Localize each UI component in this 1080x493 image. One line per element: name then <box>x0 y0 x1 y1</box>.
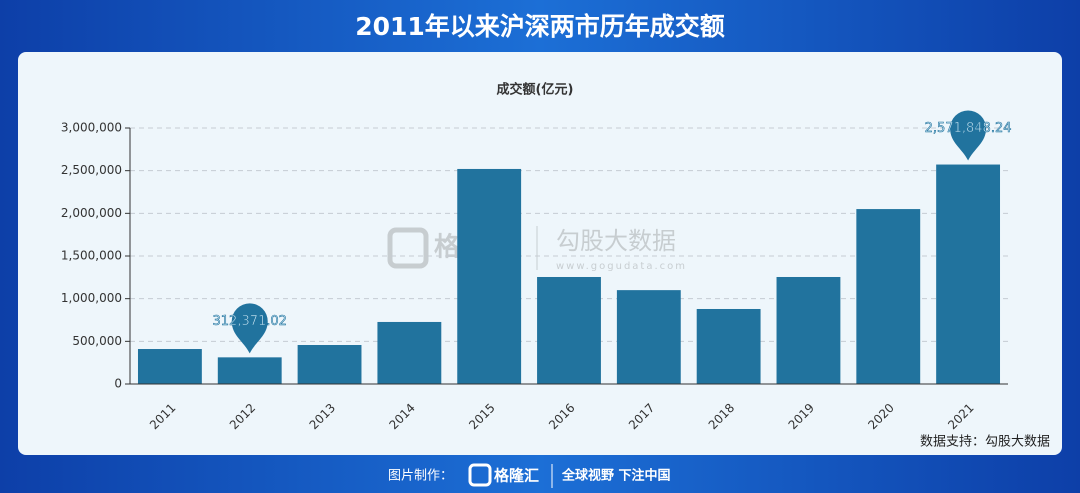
watermark-text: 勾股大数据 <box>556 227 676 255</box>
watermark-url: www.gogudata.com <box>556 261 687 272</box>
source: 数据支持：勾股大数据 <box>920 435 1050 450</box>
y-tick-label: 0 <box>114 377 122 391</box>
y-tick-label: 2,500,000 <box>61 163 122 177</box>
value-label: 2,571,848.24 <box>925 121 1012 136</box>
bar <box>936 164 1001 384</box>
y-tick-label: 1,000,000 <box>61 291 122 305</box>
value-label: 312,371.02 <box>213 314 287 329</box>
label-pin <box>950 110 987 161</box>
footer-logo <box>468 463 492 487</box>
bar <box>137 349 202 384</box>
bar <box>457 168 522 384</box>
bar <box>856 209 921 384</box>
footer-label: 图片制作： <box>388 469 453 484</box>
footer-brand: 格隆汇 <box>494 467 539 485</box>
bar <box>297 345 362 384</box>
heading: 2011年以来沪深两市历年成交额 <box>355 12 725 41</box>
bar <box>696 308 761 384</box>
footer-slogan: 全球视野 下注中国 <box>561 468 671 484</box>
chart-title: 成交额(亿元) <box>497 82 574 98</box>
y-tick-label: 500,000 <box>72 334 122 348</box>
label-pin <box>231 303 268 354</box>
y-tick-label: 3,000,000 <box>61 121 122 135</box>
bar <box>377 321 442 384</box>
bar <box>217 357 282 384</box>
bar <box>616 290 681 384</box>
y-tick-label: 1,500,000 <box>61 249 122 263</box>
watermark-logo <box>387 227 429 269</box>
bar <box>537 276 601 384</box>
y-tick-label: 2,000,000 <box>61 206 122 220</box>
bar <box>776 276 841 384</box>
